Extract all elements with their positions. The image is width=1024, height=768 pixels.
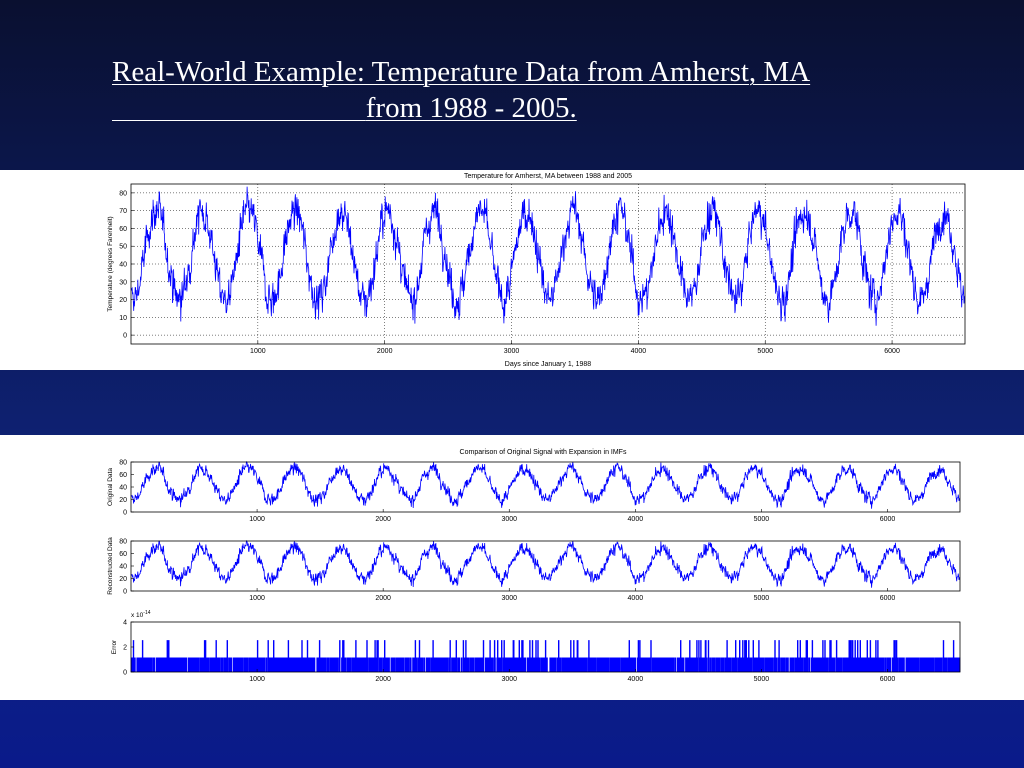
err-x-tick-label: 5000: [754, 676, 770, 683]
err-series-bars: [130, 640, 961, 672]
recon-y-tick-label: 80: [119, 539, 127, 546]
orig-y-tick-label: 40: [119, 485, 127, 492]
slide-title-line2: from 1988 - 2005.: [112, 90, 936, 126]
temp-x-tick-label: 4000: [631, 348, 647, 355]
temp-x-tick-label: 6000: [884, 348, 900, 355]
orig-y-tick-label: 80: [119, 460, 127, 467]
temp-series-line: [130, 186, 966, 326]
temp-y-tick-label: 40: [119, 262, 127, 269]
temp-chart-title: Temperature for Amherst, MA between 1988…: [464, 173, 632, 180]
temp-y-tick-label: 0: [123, 333, 127, 340]
temp-y-tick-label: 10: [119, 315, 127, 322]
orig-series-line: [130, 460, 961, 509]
orig-y-axis-label: Original Data: [107, 468, 114, 506]
temp-y-tick-label: 80: [119, 190, 127, 197]
temp-x-tick-label: 1000: [250, 348, 266, 355]
temp-x-axis-label: Days since January 1, 1988: [505, 361, 591, 368]
slide-title-line1: Real-World Example: Temperature Data fro…: [112, 56, 811, 88]
orig-x-tick-label: 4000: [628, 516, 644, 523]
temp-y-axis-label: Temperature (degrees Farenheit): [107, 216, 114, 311]
temp-y-tick-label: 50: [119, 244, 127, 251]
err-x-tick-label: 1000: [249, 676, 265, 683]
recon-series-line: [130, 539, 961, 588]
orig-y-tick-label: 60: [119, 472, 127, 479]
slide-title: Real-World Example: Temperature Data fro…: [112, 54, 936, 126]
temperature-chart-panel: 1000 2000 3000 4000 5000 6000 0 10 20 30 40 50 60 70 8…: [0, 170, 1024, 370]
imf-comparison-charts: Comparison of Original Signal with Expan…: [107, 449, 961, 683]
orig-x-tick-label: 6000: [880, 516, 896, 523]
err-x-tick-label: 4000: [628, 676, 644, 683]
temp-x-tick-label: 2000: [377, 348, 393, 355]
recon-x-tick-label: 6000: [880, 595, 896, 602]
err-y-axis-label: Error: [111, 639, 118, 654]
temp-x-tick-label: 5000: [757, 348, 773, 355]
orig-x-tick-label: 5000: [754, 516, 770, 523]
temp-y-tick-label: 30: [119, 279, 127, 286]
err-x-tick-label: 2000: [375, 676, 391, 683]
recon-y-tick-label: 60: [119, 551, 127, 558]
err-y-tick-label: 2: [123, 645, 127, 652]
recon-y-tick-label: 40: [119, 564, 127, 571]
temp-y-tick-label: 20: [119, 297, 127, 304]
recon-x-tick-label: 3000: [501, 595, 517, 602]
title-underline-gap: [112, 92, 366, 124]
orig-y-tick-label: 20: [119, 497, 127, 504]
recon-plot-area: [131, 541, 960, 591]
err-x-tick-label: 3000: [501, 676, 517, 683]
err-y-tick-label: 0: [123, 670, 127, 677]
orig-x-tick-label: 1000: [249, 516, 265, 523]
imf-comparison-panel: Comparison of Original Signal with Expan…: [0, 435, 1024, 700]
err-y-tick-label: 4: [123, 620, 127, 627]
orig-y-tick-label: 0: [123, 510, 127, 517]
temp-x-tick-label: 3000: [504, 348, 520, 355]
orig-x-tick-label: 2000: [375, 516, 391, 523]
orig-x-tick-label: 3000: [501, 516, 517, 523]
err-exponent-value: -14: [143, 610, 150, 616]
recon-x-tick-label: 1000: [249, 595, 265, 602]
recon-y-axis-label: Reconstructed Data: [107, 537, 114, 595]
recon-y-tick-label: 0: [123, 589, 127, 596]
recon-x-tick-label: 4000: [628, 595, 644, 602]
temp-y-tick-label: 70: [119, 208, 127, 215]
temp-y-tick-label: 60: [119, 226, 127, 233]
orig-plot-area: [131, 462, 960, 512]
err-x-tick-label: 6000: [880, 676, 896, 683]
err-exponent-label: x 10-14: [131, 610, 151, 619]
temperature-chart: 1000 2000 3000 4000 5000 6000 0 10 20 30 40 50 60 70 8…: [107, 173, 966, 368]
slide-title-line2-text: from 1988 - 2005.: [365, 92, 577, 124]
imf-chart-title: Comparison of Original Signal with Expan…: [460, 449, 627, 456]
recon-x-tick-label: 2000: [375, 595, 391, 602]
recon-x-tick-label: 5000: [754, 595, 770, 602]
recon-y-tick-label: 20: [119, 576, 127, 583]
